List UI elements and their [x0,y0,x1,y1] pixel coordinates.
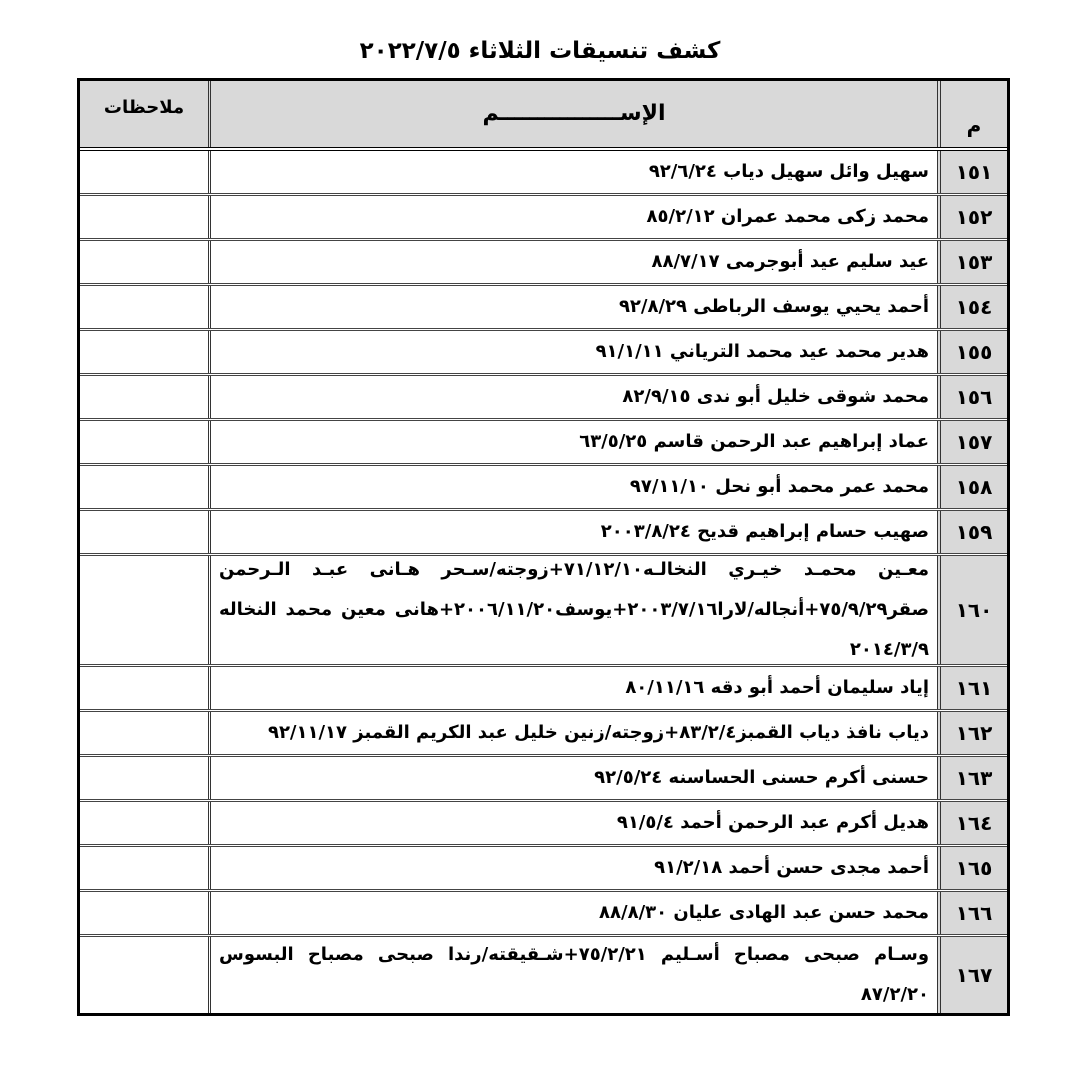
table-row: ١٦٣ حسنى أكرم حسنى الحساسنه ٩٢/٥/٢٤ [80,757,1007,802]
cell-name: محمد عمر محمد أبو نحل ٩٧/١١/١٠ [208,466,937,508]
cell-name: أحمد يحيي يوسف الرباطى ٩٢/٨/٢٩ [208,286,937,328]
table-row: ١٥٥ هدير محمد عيد محمد الترياني ٩١/١/١١ [80,331,1007,376]
table-row: ١٥١ سهيل وائل سهيل دياب ٩٢/٦/٢٤ [80,151,1007,196]
cell-num: ١٥١ [937,151,1007,193]
table-row: ١٥٢ محمد زكى محمد عمران ٨٥/٢/١٢ [80,196,1007,241]
table-row: ١٦٦ محمد حسن عبد الهادى عليان ٨٨/٨/٣٠ [80,892,1007,937]
table-row: ١٦٢ دياب نافذ دياب القمبز٨٣/٢/٤+زوجته/زني… [80,712,1007,757]
cell-notes [80,757,208,799]
cell-name: إياد سليمان أحمد أبو دقه ٨٠/١١/١٦ [208,667,937,709]
cell-notes [80,376,208,418]
cell-num: ١٥٨ [937,466,1007,508]
header-number: م [937,81,1007,147]
cell-notes [80,712,208,754]
cell-notes [80,286,208,328]
table-row: ١٦١ إياد سليمان أحمد أبو دقه ٨٠/١١/١٦ [80,667,1007,712]
cell-name: محمد حسن عبد الهادى عليان ٨٨/٨/٣٠ [208,892,937,934]
cell-num: ١٥٦ [937,376,1007,418]
cell-notes [80,847,208,889]
cell-num: ١٦٧ [937,937,1007,1013]
cell-num: ١٦٤ [937,802,1007,844]
cell-notes [80,241,208,283]
table-row: ١٥٣ عيد سليم عيد أبوجرمى ٨٨/٧/١٧ [80,241,1007,286]
cell-num: ١٥٩ [937,511,1007,553]
table-row: ١٥٦ محمد شوقى خليل أبو ندى ٨٢/٩/١٥ [80,376,1007,421]
cell-notes [80,556,208,664]
cell-name: عماد إبراهيم عبد الرحمن قاسم ٦٣/٥/٢٥ [208,421,937,463]
cell-name: محمد شوقى خليل أبو ندى ٨٢/٩/١٥ [208,376,937,418]
table-row: ١٥٤ أحمد يحيي يوسف الرباطى ٩٢/٨/٢٩ [80,286,1007,331]
cell-notes [80,466,208,508]
cell-notes [80,331,208,373]
cell-notes [80,892,208,934]
cell-name: هديل أكرم عبد الرحمن أحمد ٩١/٥/٤ [208,802,937,844]
document-title: كشف تنسيقات الثلاثاء ٢٠٢٢/٧/٥ [359,38,721,64]
cell-name: معـين محمـد خيـري النخالـه٧١/١٢/١٠+زوجته… [208,556,937,664]
cell-num: ١٦٣ [937,757,1007,799]
cell-name: أحمد مجدى حسن أحمد ٩١/٢/١٨ [208,847,937,889]
cell-name: هدير محمد عيد محمد الترياني ٩١/١/١١ [208,331,937,373]
cell-name: محمد زكى محمد عمران ٨٥/٢/١٢ [208,196,937,238]
cell-num: ١٥٥ [937,331,1007,373]
cell-name: عيد سليم عيد أبوجرمى ٨٨/٧/١٧ [208,241,937,283]
cell-notes [80,667,208,709]
cell-notes [80,196,208,238]
table-row: ١٦٥ أحمد مجدى حسن أحمد ٩١/٢/١٨ [80,847,1007,892]
cell-num: ١٦٦ [937,892,1007,934]
table-header: م الإســــــــــــــــم ملاحظات [80,81,1007,151]
table-row: ١٥٩ صهيب حسام إبراهيم قديح ٢٠٠٣/٨/٢٤ [80,511,1007,556]
table-row: ١٦٠ معـين محمـد خيـري النخالـه٧١/١٢/١٠+زو… [80,556,1007,667]
cell-name: صهيب حسام إبراهيم قديح ٢٠٠٣/٨/٢٤ [208,511,937,553]
cell-name: حسنى أكرم حسنى الحساسنه ٩٢/٥/٢٤ [208,757,937,799]
cell-notes [80,802,208,844]
cell-num: ١٥٧ [937,421,1007,463]
table-row: ١٥٨ محمد عمر محمد أبو نحل ٩٧/١١/١٠ [80,466,1007,511]
cell-num: ١٦٢ [937,712,1007,754]
table-row: ١٦٧ وسـام صبحى مصباح أسـليم ٧٥/٢/٢١+شـقيق… [80,937,1007,1013]
cell-notes [80,151,208,193]
cell-num: ١٥٤ [937,286,1007,328]
cell-name: سهيل وائل سهيل دياب ٩٢/٦/٢٤ [208,151,937,193]
cell-notes [80,421,208,463]
cell-num: ١٥٣ [937,241,1007,283]
cell-num: ١٦٥ [937,847,1007,889]
cell-notes [80,937,208,1013]
cell-num: ١٥٢ [937,196,1007,238]
header-notes: ملاحظات [80,81,208,147]
cell-name: وسـام صبحى مصباح أسـليم ٧٥/٢/٢١+شـقيقته/… [208,937,937,1013]
coordination-table: م الإســــــــــــــــم ملاحظات ١٥١ سهيل … [77,78,1010,1016]
table-row: ١٦٤ هديل أكرم عبد الرحمن أحمد ٩١/٥/٤ [80,802,1007,847]
cell-num: ١٦٠ [937,556,1007,664]
header-name: الإســــــــــــــــم [208,81,937,147]
cell-notes [80,511,208,553]
table-row: ١٥٧ عماد إبراهيم عبد الرحمن قاسم ٦٣/٥/٢٥ [80,421,1007,466]
cell-num: ١٦١ [937,667,1007,709]
cell-name: دياب نافذ دياب القمبز٨٣/٢/٤+زوجته/زنين خ… [208,712,937,754]
